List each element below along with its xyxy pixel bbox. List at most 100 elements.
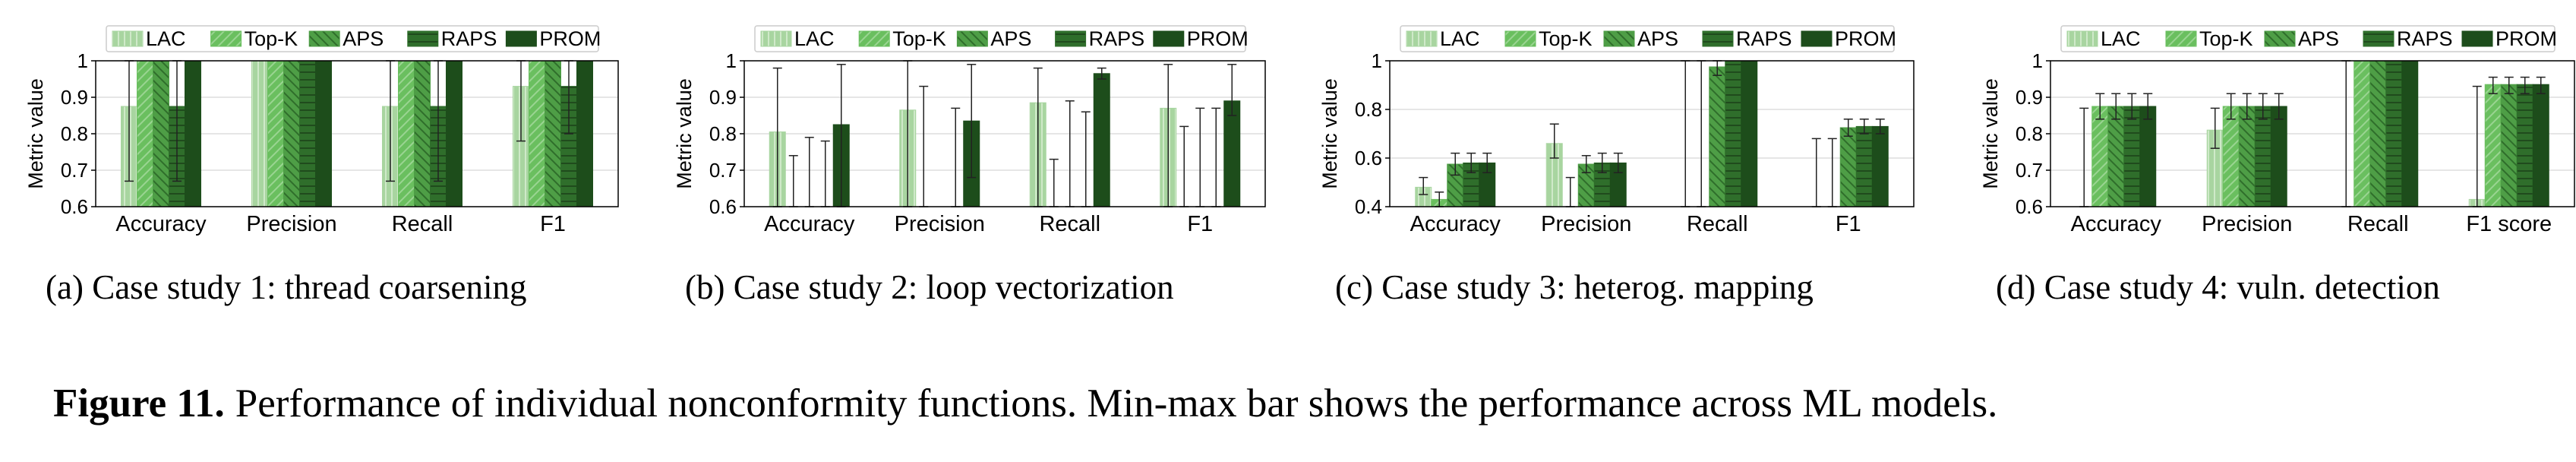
legend-swatch-lac (2066, 30, 2098, 47)
legend-label-raps: RAPS (1736, 27, 1792, 50)
y-tick-label: 0.6 (1355, 147, 1382, 169)
bar-raps (2385, 60, 2403, 207)
y-tick-label: 0.8 (709, 122, 737, 145)
y-tick-label: 0.8 (61, 122, 88, 145)
legend-swatch-top-k (2165, 30, 2197, 47)
bar-top-k (137, 60, 153, 207)
subcaption-d: (d) Case study 4: vuln. detection (1996, 268, 2440, 306)
y-tick-label: 0.9 (61, 86, 88, 109)
x-tick-label: Precision (246, 212, 336, 236)
subcaption-a: (a) Case study 1: thread coarsening (46, 268, 527, 306)
bar-aps (2500, 84, 2518, 207)
y-tick-label: 0.7 (709, 159, 737, 182)
plot-frame (95, 60, 619, 207)
bar-top-k (2353, 60, 2371, 207)
bar-prom (185, 60, 201, 207)
legend-swatch-prom (1801, 30, 1833, 47)
y-tick-label: 1 (77, 49, 88, 72)
plot-frame (743, 60, 1266, 207)
legend-label-prom: PROM (1835, 27, 1896, 50)
bar-aps (1709, 66, 1726, 207)
x-tick-label: Accuracy (764, 212, 855, 236)
x-tick-label: Recall (1039, 212, 1100, 236)
figure-caption-label: Figure 11. (53, 381, 225, 426)
x-tick-label: Precision (1541, 212, 1631, 236)
y-tick-label: 0.9 (2016, 86, 2043, 109)
chart-panel-c: 0.4 0.6 0.8 1 Metric value Accuracy Precision R… (1318, 25, 1915, 236)
x-tick-label: Recall (392, 212, 453, 236)
bar-raps (2123, 106, 2141, 207)
bar-prom (2401, 60, 2419, 207)
x-tick-label: F1 (540, 212, 566, 236)
y-tick-label: 1 (726, 49, 737, 72)
legend-swatch-lac (1406, 30, 1438, 47)
bar-top-k (529, 60, 545, 207)
legend-label-lac: LAC (794, 27, 835, 50)
x-tick-label: Accuracy (115, 212, 207, 236)
y-tick-label: 0.6 (2016, 195, 2043, 218)
bar-raps (1725, 60, 1742, 207)
legend-label-aps: APS (343, 27, 384, 50)
legend-swatch-top-k (858, 30, 890, 47)
bar-raps (2254, 106, 2271, 207)
bar-prom (1741, 60, 1758, 207)
bar-aps (2238, 106, 2256, 207)
legend-label-prom: PROM (2496, 27, 2557, 50)
bar-raps (1855, 125, 1873, 207)
y-tick-label: 0.7 (61, 159, 88, 182)
y-tick-label: 0.9 (709, 86, 737, 109)
legend-swatch-prom (505, 30, 537, 47)
x-tick-label: Recall (1687, 212, 1748, 236)
legend-swatch-aps (308, 30, 340, 47)
bar-aps (414, 60, 431, 207)
bar-aps (283, 60, 300, 207)
y-axis-label: Metric value (1979, 78, 2002, 189)
bar-top-k (2091, 106, 2109, 207)
y-tick-label: 1 (2032, 49, 2043, 72)
y-axis-label: Metric value (1318, 78, 1341, 189)
bar-aps (2369, 60, 2387, 207)
legend-label-aps: APS (2298, 27, 2339, 50)
bar-top-k (267, 60, 284, 207)
legend-swatch-raps (2363, 30, 2394, 47)
legend-swatch-aps (956, 30, 988, 47)
bar-prom (1871, 125, 1889, 207)
x-tick-label: Precision (2202, 212, 2292, 236)
y-tick-label: 0.8 (2016, 122, 2043, 145)
y-tick-label: 0.7 (2016, 159, 2043, 182)
x-tick-label: Precision (895, 212, 985, 236)
bar-raps (299, 60, 316, 207)
chart-panel-d: 0.6 0.7 0.8 0.9 1 Metric value Accuracy Precisi… (1979, 25, 2575, 236)
x-tick-label: F1 score (2466, 212, 2552, 236)
x-tick-label: Accuracy (1410, 212, 1501, 236)
legend-label-raps: RAPS (441, 27, 497, 50)
y-tick-label: 0.6 (709, 195, 737, 218)
figure-caption: Figure 11. Performance of individual nonc… (53, 381, 1997, 426)
subcaption-c: (c) Case study 3: heterog. mapping (1335, 268, 1814, 306)
legend-label-lac: LAC (1440, 27, 1480, 50)
legend-swatch-raps (407, 30, 439, 47)
bar-prom (2270, 106, 2287, 207)
bar-aps (1839, 127, 1857, 207)
y-tick-label: 0.4 (1355, 195, 1382, 218)
legend-swatch-raps (1702, 30, 1734, 47)
bar-lac (251, 60, 268, 207)
bar-aps (545, 60, 561, 207)
bar-prom (1093, 73, 1110, 207)
bar-aps (2107, 106, 2125, 207)
legend-swatch-prom (1153, 30, 1185, 47)
x-tick-label: F1 (1187, 212, 1213, 236)
legend-label-top-k: Top-K (245, 27, 298, 50)
legend-swatch-lac (112, 30, 144, 47)
legend-swatch-lac (760, 30, 792, 47)
bar-prom (315, 60, 332, 207)
y-tick-label: 1 (1372, 49, 1382, 72)
bar-prom (446, 60, 462, 207)
bar-prom (576, 60, 593, 207)
legend-swatch-aps (2264, 30, 2296, 47)
legend-label-top-k: Top-K (892, 27, 946, 50)
legend-label-aps: APS (1637, 27, 1678, 50)
chart-panel-b: 0.6 0.7 0.8 0.9 1 Metric value Accuracy Precisi… (673, 25, 1266, 236)
bar-prom (1223, 100, 1241, 207)
legend-swatch-prom (2461, 30, 2493, 47)
